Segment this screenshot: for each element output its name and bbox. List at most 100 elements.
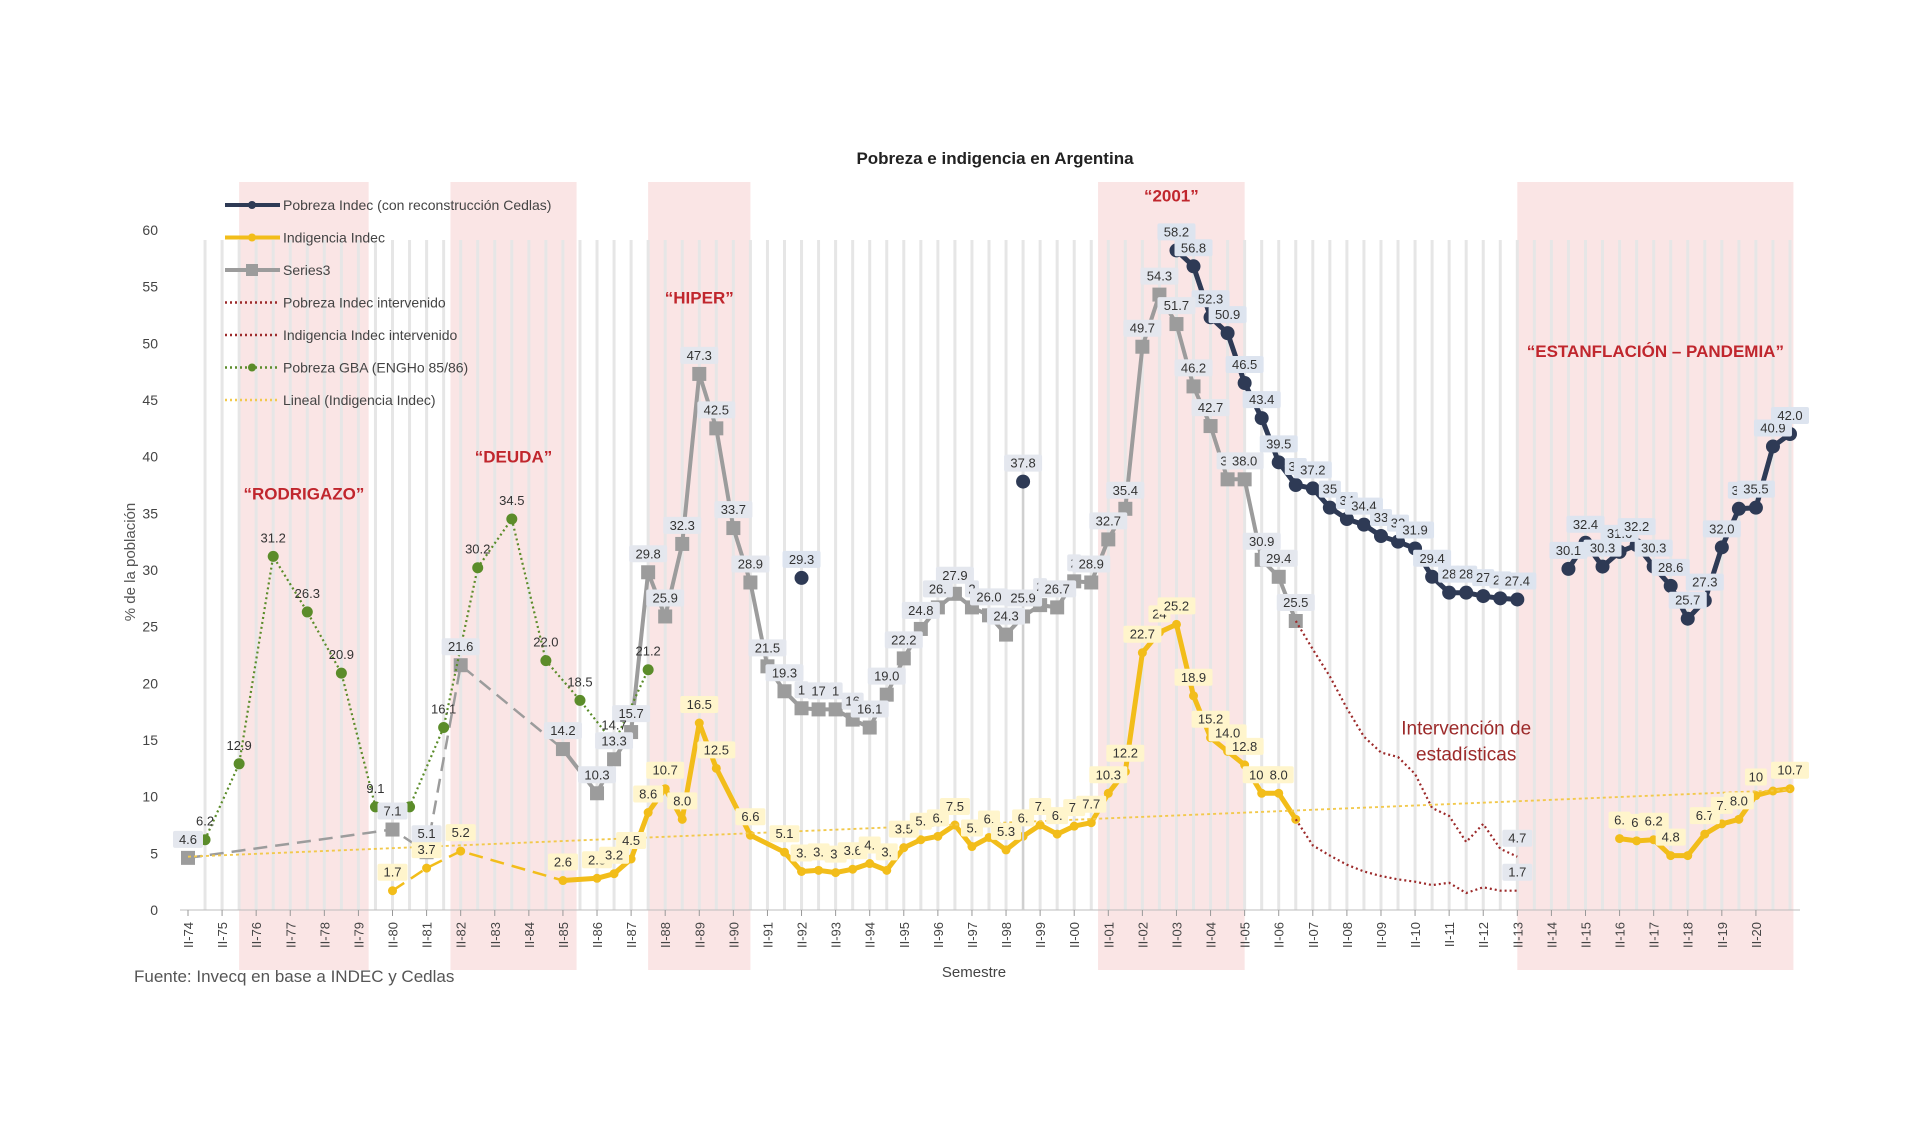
series-0-point xyxy=(1356,517,1371,532)
series-2-point xyxy=(933,831,943,841)
x-axis-label: Semestre xyxy=(942,964,1006,981)
series-3-label: 6. xyxy=(1631,815,1642,830)
series-0-label: 43.4 xyxy=(1249,392,1274,407)
x-tick-label: II-85 xyxy=(556,922,571,948)
series-0-label: 33 xyxy=(1374,510,1388,525)
series-4-label: 28.9 xyxy=(1079,556,1104,571)
series-1-label-bg xyxy=(1617,518,1656,536)
series-4-label: 1 xyxy=(798,682,805,697)
series-3-point xyxy=(1666,851,1676,861)
series-1-point xyxy=(1680,611,1695,626)
x-tick-label: II-94 xyxy=(863,922,878,948)
series-2-label: 4. xyxy=(864,838,875,853)
series-1-label: 32.4 xyxy=(1573,517,1598,532)
series-2-point xyxy=(967,842,977,852)
x-tick-label: II-11 xyxy=(1442,922,1457,947)
series-2-label: 3. xyxy=(881,844,892,859)
series-2-label: 3. xyxy=(830,847,841,862)
series-4-point xyxy=(590,786,605,801)
source-note: Fuente: Invecq en base a INDEC y Cedlas xyxy=(134,967,455,986)
series-4-label: 26.7 xyxy=(1045,581,1070,596)
series-8-label: 21.2 xyxy=(635,644,660,659)
series-4-label: 16.1 xyxy=(857,702,882,717)
series-4-label-bg xyxy=(1174,359,1213,377)
series-4-label-bg xyxy=(901,601,940,619)
series-4-label: 29.4 xyxy=(1266,551,1291,566)
series-8-label: 31.2 xyxy=(261,530,286,545)
series-0-point xyxy=(1220,326,1235,341)
x-tick-label: II-16 xyxy=(1613,922,1628,948)
series-1-label-bg xyxy=(1549,541,1588,559)
series-1-label: 32.2 xyxy=(1624,519,1649,534)
series-4-label-bg xyxy=(629,545,668,563)
series-7-label: 1.7 xyxy=(1508,865,1526,880)
series-0-label-bg xyxy=(1174,239,1213,257)
series-4-label-bg xyxy=(884,631,923,649)
series-4-label: 25.9 xyxy=(1010,590,1035,605)
series-4-label-bg xyxy=(807,682,830,700)
series-2-point xyxy=(882,865,892,875)
series-8-point xyxy=(267,550,279,562)
series-0-label: 29.4 xyxy=(1419,551,1444,566)
series-2-point xyxy=(558,876,568,886)
series-2-label: 25.2 xyxy=(1164,598,1189,613)
series-2-point xyxy=(422,863,432,873)
series-4-label-bg xyxy=(1259,549,1298,567)
axes: 0 5 10 15 20 25 30 35 40 45 50 55 60 II-74 II-75 II-76 I… xyxy=(142,222,1800,948)
series-7-line xyxy=(1294,818,1518,895)
series-8-point xyxy=(233,758,245,770)
series-8-label: 20.9 xyxy=(329,647,354,662)
series-3-label: 4.8 xyxy=(1662,830,1680,845)
series-4-point xyxy=(811,702,826,717)
x-tick-label: II-09 xyxy=(1374,922,1389,948)
series-2-point xyxy=(1086,818,1096,828)
series-4-point xyxy=(1084,575,1099,590)
series-4-label-bg xyxy=(828,682,843,700)
series-8-label: 12.9 xyxy=(226,738,251,753)
x-tick-label: II-01 xyxy=(1101,922,1116,948)
x-tick-label: II-19 xyxy=(1715,922,1730,948)
series-1-label-bg xyxy=(1771,407,1809,424)
series-4-label: 32.7 xyxy=(1096,513,1121,528)
series-2-label-bg xyxy=(599,846,630,864)
period-band-1 xyxy=(450,182,577,970)
series-4-point xyxy=(896,651,911,666)
series-0-point xyxy=(1510,592,1525,607)
series-2-point xyxy=(831,868,841,878)
x-tick-label: II-02 xyxy=(1135,922,1150,948)
series-4-point xyxy=(607,752,622,767)
series-4-point xyxy=(999,627,1014,642)
period-bands xyxy=(239,182,1794,970)
series-2-label-bg xyxy=(1225,737,1264,755)
series-4-label: 47.3 xyxy=(687,348,712,363)
series-2-point xyxy=(456,846,466,856)
series-2-point xyxy=(388,886,398,896)
series-2-label-bg xyxy=(960,819,983,837)
x-tick-label: II-20 xyxy=(1749,922,1764,948)
period-label-4: “ESTANFLACIÓN – PANDEMIA” xyxy=(1527,342,1784,361)
series-0-point xyxy=(1288,478,1303,492)
series-0-point xyxy=(1339,512,1354,526)
series-2-label: 3.7 xyxy=(418,842,436,857)
x-tick-label: II-78 xyxy=(317,922,332,948)
series-1-label-bg xyxy=(1634,539,1673,557)
series-4-label: 26.0 xyxy=(976,589,1001,604)
series-4-label-bg xyxy=(1072,555,1111,573)
series-0-label-bg xyxy=(1191,290,1230,308)
x-tick-label: II-93 xyxy=(829,922,844,948)
series-2-label: 10.3 xyxy=(1096,767,1121,782)
series-8-label: 14.7 xyxy=(601,717,626,732)
series-4-point xyxy=(658,609,673,624)
x-tick-label: II-07 xyxy=(1306,922,1321,948)
series-2-point xyxy=(1052,829,1062,839)
series-4-point xyxy=(555,742,570,757)
x-tick-label: II-95 xyxy=(897,922,912,948)
series-4-label: 26. xyxy=(929,581,947,596)
series-4-point xyxy=(453,658,468,673)
x-tick-label: II-90 xyxy=(726,922,741,948)
series-0-point xyxy=(1425,569,1440,584)
series-0-label-bg xyxy=(1157,223,1196,241)
series-2-label-bg xyxy=(680,696,719,713)
series-0-label: 37.2 xyxy=(1300,462,1325,477)
x-tick-label: II-10 xyxy=(1408,922,1423,948)
